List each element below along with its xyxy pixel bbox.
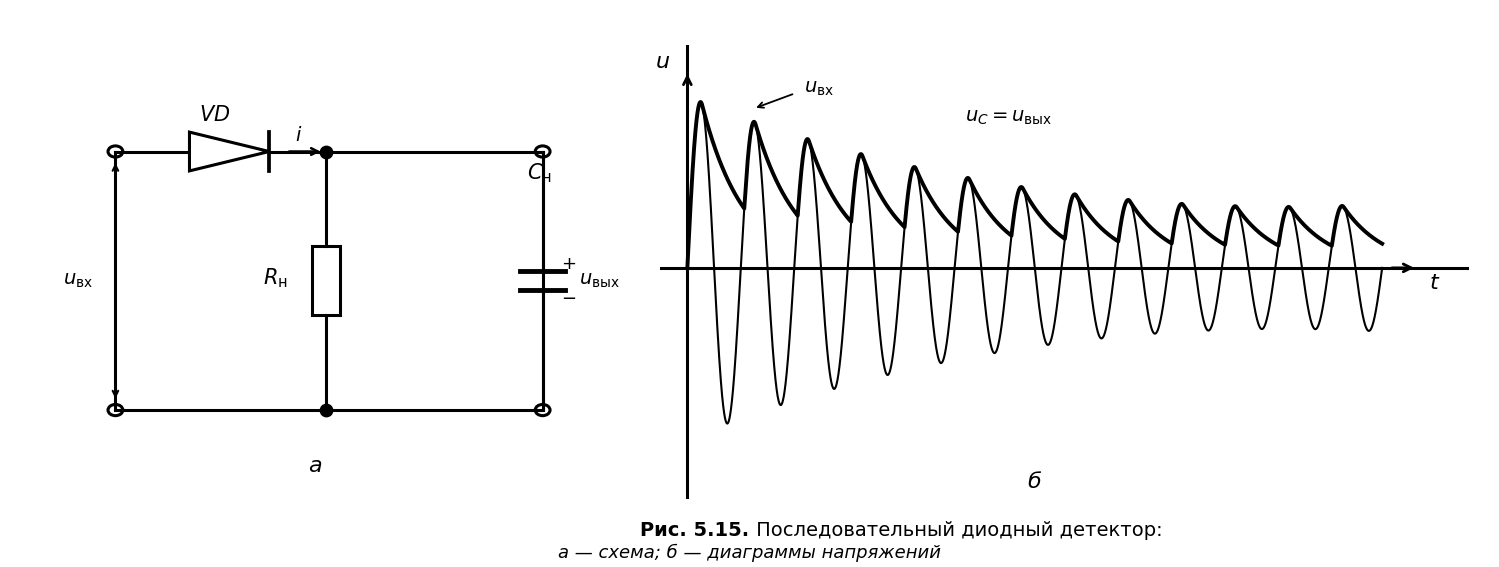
Text: Рис. 5.15.: Рис. 5.15. bbox=[640, 521, 750, 540]
Text: $u_\mathrm{вых}$: $u_\mathrm{вых}$ bbox=[579, 271, 621, 290]
Text: $+$: $+$ bbox=[561, 255, 576, 273]
Text: $u_C = u_\mathrm{вых}$: $u_C = u_\mathrm{вых}$ bbox=[965, 108, 1052, 127]
Text: $-$: $-$ bbox=[561, 288, 576, 306]
Text: $u_\mathrm{вх}$: $u_\mathrm{вх}$ bbox=[805, 79, 835, 98]
Point bbox=[315, 405, 339, 414]
Text: $u_\mathrm{вх}$: $u_\mathrm{вх}$ bbox=[63, 271, 93, 290]
Bar bbox=[312, 246, 340, 315]
Text: $u$: $u$ bbox=[655, 53, 670, 73]
Text: Последовательный диодный детектор:: Последовательный диодный детектор: bbox=[750, 521, 1162, 540]
Text: $R_\mathrm{н}$: $R_\mathrm{н}$ bbox=[262, 267, 288, 290]
Text: $VD$: $VD$ bbox=[199, 105, 231, 125]
Point bbox=[315, 147, 339, 156]
Text: $б$: $б$ bbox=[1027, 471, 1042, 492]
Text: $C_\mathrm{н}$: $C_\mathrm{н}$ bbox=[528, 161, 552, 185]
Text: $t$: $t$ bbox=[1429, 273, 1441, 293]
Text: $i$: $i$ bbox=[295, 126, 303, 145]
Text: а — схема; б — диаграммы напряжений: а — схема; б — диаграммы напряжений bbox=[558, 544, 941, 562]
Text: $а$: $а$ bbox=[307, 456, 322, 476]
